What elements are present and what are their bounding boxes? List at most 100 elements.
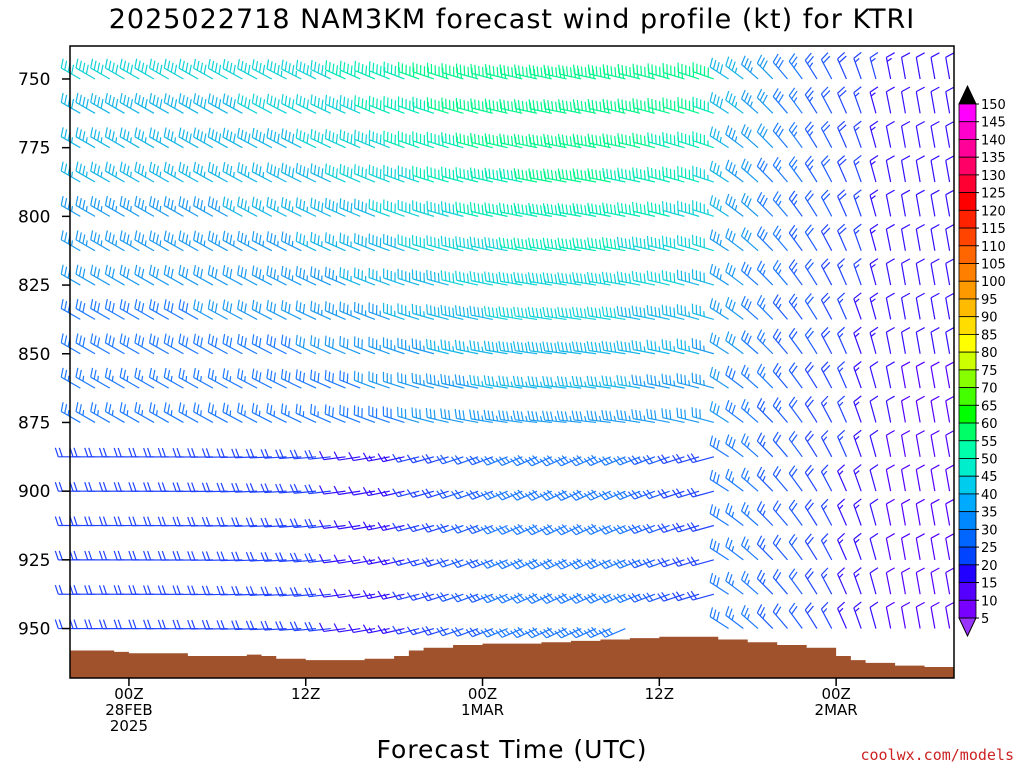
wind-barb	[368, 371, 390, 389]
wind-barb	[222, 368, 243, 389]
wind-barb	[676, 407, 700, 424]
wind-barb	[709, 298, 729, 320]
wind-barb	[772, 465, 788, 492]
wind-barb	[266, 265, 287, 286]
x-tick-label: 12Z	[291, 685, 320, 703]
wind-barb	[945, 86, 955, 114]
wind-barb	[339, 404, 361, 424]
wind-barb	[339, 370, 361, 389]
wind-barb	[900, 464, 911, 492]
wind-barb	[885, 155, 895, 183]
wind-barb	[451, 455, 479, 465]
wind-barb	[324, 370, 346, 389]
wind-barb	[837, 532, 847, 561]
wind-barb	[368, 199, 390, 217]
wind-barb	[455, 167, 479, 183]
wind-barb	[412, 62, 435, 80]
wind-barb	[193, 161, 214, 183]
wind-barb	[90, 127, 111, 149]
wind-barb	[304, 587, 331, 598]
wind-barb	[368, 233, 390, 252]
colorbar-label: 25	[981, 541, 998, 556]
wind-barb	[193, 196, 214, 217]
wind-barb	[104, 92, 125, 114]
wind-barb	[119, 264, 140, 286]
wind-barb	[725, 262, 744, 286]
wind-barb	[915, 395, 925, 423]
wind-barb	[725, 296, 744, 320]
wind-barb	[163, 93, 184, 114]
colorbar-label: 70	[981, 382, 998, 397]
wind-barb	[266, 403, 287, 423]
y-tick-label: 950	[18, 620, 50, 640]
wind-barb	[930, 601, 940, 629]
wind-barb	[436, 626, 464, 637]
wind-barb	[377, 487, 405, 497]
wind-barb	[397, 199, 420, 217]
x-tick-label: 12Z	[645, 685, 674, 703]
wind-barb	[237, 93, 258, 114]
wind-barb	[310, 60, 332, 80]
wind-barb	[557, 341, 582, 355]
y-tick-label: 900	[18, 482, 50, 502]
wind-barb	[788, 327, 803, 355]
wind-barb	[583, 592, 611, 604]
wind-barb	[900, 498, 911, 526]
wind-barb	[353, 267, 376, 286]
wind-barb	[353, 370, 376, 389]
wind-barb	[451, 558, 479, 569]
wind-barb	[368, 302, 390, 320]
wind-barb	[853, 189, 862, 217]
wind-barb	[392, 522, 420, 532]
wind-barb	[756, 535, 774, 561]
wind-barb	[339, 129, 361, 149]
wind-barb	[869, 292, 879, 320]
wind-barb	[281, 93, 302, 114]
wind-barb	[178, 299, 199, 320]
wind-barb	[709, 504, 729, 526]
credit-link[interactable]: coolwx.com/models	[860, 746, 1014, 764]
wind-barb	[251, 265, 273, 286]
wind-barb	[642, 454, 670, 465]
wind-barb	[484, 271, 508, 286]
colorbar-label: 45	[981, 470, 998, 485]
wind-barb	[383, 233, 405, 252]
wind-barb	[362, 555, 390, 565]
wind-barb	[368, 267, 390, 286]
wind-barb	[804, 602, 818, 629]
wind-barb	[740, 467, 759, 492]
wind-barb	[280, 265, 302, 286]
wind-barb	[134, 230, 155, 252]
wind-barb	[440, 373, 464, 389]
wind-barb	[383, 199, 405, 217]
wind-barb	[869, 532, 879, 561]
wind-barb	[339, 95, 361, 114]
wind-barb	[869, 223, 879, 251]
wind-barb	[661, 304, 685, 320]
colorbar-label: 50	[981, 452, 998, 467]
wind-barb	[869, 120, 879, 148]
wind-barb	[598, 490, 626, 501]
wind-barb	[740, 330, 759, 355]
wind-barb	[740, 55, 759, 80]
wind-barb	[740, 605, 759, 629]
wind-barb	[104, 299, 125, 320]
wind-barb	[193, 299, 214, 320]
wind-barb	[646, 408, 670, 424]
wind-barb	[725, 537, 744, 561]
wind-barb	[837, 223, 847, 251]
wind-barb	[382, 406, 405, 424]
wind-barb	[613, 524, 641, 535]
wind-barb	[900, 52, 911, 80]
wind-barb	[756, 54, 774, 80]
wind-barb	[310, 197, 332, 217]
colorbar-swatch	[958, 174, 977, 194]
wind-barb	[709, 195, 729, 217]
wind-barb	[692, 165, 715, 183]
wind-barb	[469, 409, 493, 424]
wind-barb	[691, 269, 715, 286]
wind-barb	[740, 398, 759, 423]
wind-barb	[134, 127, 155, 149]
colorbar-swatch	[958, 511, 977, 530]
wind-barb	[709, 160, 729, 183]
